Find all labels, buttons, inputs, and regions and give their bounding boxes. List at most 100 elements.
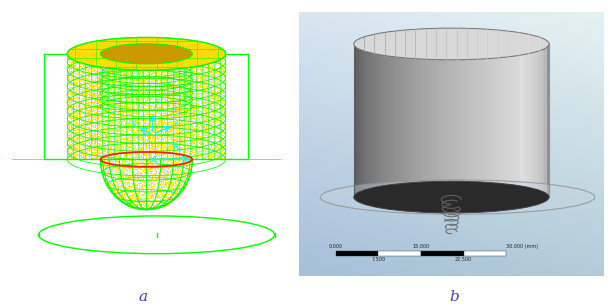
- Point: [205, 134, 215, 139]
- Point: [215, 57, 224, 62]
- Point: [142, 185, 152, 190]
- Point: [165, 128, 174, 133]
- Point: [95, 112, 104, 117]
- Point: [199, 98, 209, 103]
- Point: [204, 86, 213, 91]
- Point: [177, 113, 187, 118]
- Point: [91, 119, 101, 123]
- Point: [155, 171, 165, 176]
- Point: [76, 117, 85, 122]
- Point: [129, 105, 139, 110]
- Point: [88, 156, 98, 161]
- Point: [117, 183, 126, 188]
- Point: [83, 132, 93, 137]
- Point: [125, 142, 135, 147]
- Point: [156, 181, 166, 186]
- Point: [212, 131, 221, 136]
- Point: [139, 167, 149, 172]
- Point: [146, 145, 156, 150]
- Point: [92, 78, 101, 83]
- Point: [90, 97, 99, 102]
- Point: [65, 64, 75, 69]
- Point: [167, 95, 177, 100]
- Point: [143, 133, 152, 138]
- Point: [192, 63, 201, 68]
- Point: [70, 99, 80, 103]
- Point: [170, 56, 179, 61]
- Point: [104, 118, 113, 123]
- Point: [143, 165, 153, 170]
- Point: [136, 67, 146, 72]
- Point: [134, 124, 143, 129]
- Point: [145, 69, 155, 74]
- Point: [79, 102, 89, 107]
- Point: [65, 102, 74, 107]
- Point: [131, 189, 140, 194]
- Point: [134, 199, 143, 204]
- Point: [142, 87, 151, 92]
- Point: [173, 69, 182, 74]
- Point: [112, 137, 121, 142]
- Point: [132, 135, 142, 140]
- Point: [181, 105, 191, 110]
- Point: [173, 179, 182, 184]
- Point: [151, 200, 161, 204]
- Point: [220, 119, 229, 124]
- Point: [161, 179, 171, 184]
- Point: [129, 140, 139, 145]
- Point: [181, 110, 190, 115]
- Point: [156, 130, 166, 135]
- Point: [138, 76, 148, 81]
- Point: [186, 75, 196, 80]
- Point: [65, 111, 75, 116]
- Point: [183, 73, 193, 78]
- Point: [157, 84, 167, 89]
- Point: [173, 108, 182, 113]
- Point: [158, 104, 168, 109]
- Point: [109, 182, 118, 187]
- Point: [203, 78, 213, 83]
- Point: [142, 62, 152, 67]
- Point: [189, 141, 199, 146]
- Point: [217, 111, 227, 116]
- Point: [68, 91, 77, 96]
- Point: [216, 114, 226, 119]
- Point: [187, 55, 197, 60]
- Point: [97, 115, 107, 120]
- Point: [67, 73, 77, 78]
- Point: [203, 126, 212, 130]
- Point: [195, 148, 205, 153]
- Point: [204, 64, 214, 68]
- Point: [174, 131, 184, 136]
- Point: [145, 58, 155, 63]
- Point: [112, 90, 122, 95]
- Point: [142, 143, 152, 148]
- Point: [139, 165, 149, 170]
- Point: [218, 115, 228, 119]
- Point: [172, 188, 182, 193]
- Point: [172, 72, 182, 76]
- Point: [137, 200, 147, 205]
- Point: [182, 150, 192, 155]
- Point: [216, 155, 226, 160]
- Point: [126, 78, 136, 83]
- Point: [165, 130, 174, 135]
- Point: [201, 79, 211, 84]
- Point: [179, 129, 188, 134]
- Point: [124, 169, 134, 174]
- Point: [96, 69, 106, 74]
- Point: [145, 61, 155, 66]
- Point: [120, 74, 130, 79]
- Point: [101, 109, 111, 114]
- Point: [143, 80, 152, 85]
- Point: [108, 152, 118, 157]
- Point: [140, 149, 149, 154]
- Point: [165, 187, 174, 192]
- Point: [220, 80, 229, 84]
- Point: [201, 75, 211, 80]
- Point: [171, 195, 181, 200]
- Point: [107, 171, 117, 176]
- Point: [181, 141, 190, 146]
- Point: [182, 143, 192, 148]
- Point: [195, 63, 205, 68]
